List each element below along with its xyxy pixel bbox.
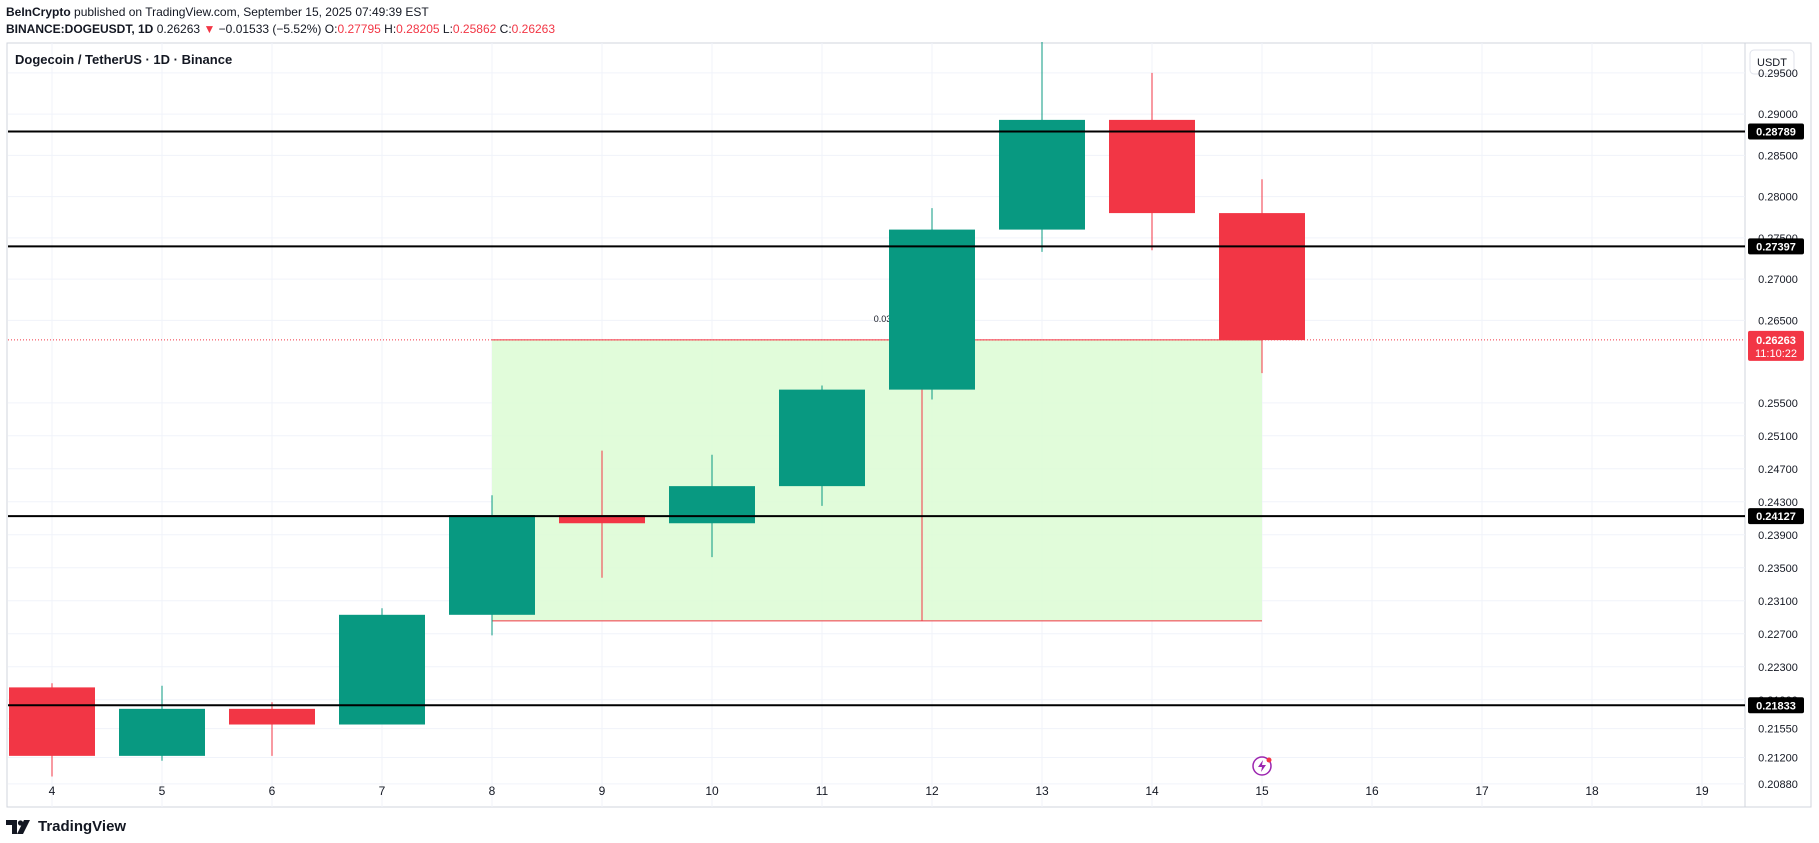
close-label: C: bbox=[499, 22, 512, 36]
x-tick-label: 12 bbox=[925, 784, 939, 798]
publish-info: BeInCrypto published on TradingView.com,… bbox=[6, 5, 429, 19]
publisher-name: BeInCrypto bbox=[6, 5, 71, 19]
level-price-label: 0.24127 bbox=[1756, 511, 1796, 523]
x-tick-label: 9 bbox=[599, 784, 606, 798]
currency-label: USDT bbox=[1757, 57, 1787, 69]
level-price-tag bbox=[1748, 238, 1804, 255]
y-tick-label: 0.26500 bbox=[1758, 315, 1798, 327]
price-chart[interactable]: Dogecoin / TetherUS · 1D · Binance USDT0.… bbox=[0, 42, 1819, 812]
y-tick-label: 0.21200 bbox=[1758, 753, 1798, 765]
y-tick-label: 0.28500 bbox=[1758, 150, 1798, 162]
x-tick-label: 10 bbox=[705, 784, 719, 798]
candle-body[interactable] bbox=[1219, 213, 1305, 341]
level-price-tag bbox=[1748, 697, 1804, 714]
last-price-text: 0.26263 bbox=[156, 22, 201, 36]
candle-body[interactable] bbox=[339, 614, 425, 725]
open-value: 0.27795 bbox=[337, 22, 381, 36]
low-label: L: bbox=[442, 22, 453, 36]
y-tick-label: 0.23100 bbox=[1758, 596, 1798, 608]
high-label: H: bbox=[384, 22, 397, 36]
y-tick-label: 0.29000 bbox=[1758, 109, 1798, 121]
lightning-badge bbox=[1266, 757, 1272, 763]
candle-body[interactable] bbox=[889, 229, 975, 390]
candle-body[interactable] bbox=[449, 514, 535, 615]
y-tick-label: 0.22300 bbox=[1758, 662, 1798, 674]
down-triangle-icon: ▼ bbox=[203, 22, 216, 36]
symbol-info: BINANCE:DOGEUSDT, 1D 0.26263 ▼ −0.01533 … bbox=[6, 22, 555, 36]
y-tick-label: 0.24700 bbox=[1758, 464, 1798, 476]
x-tick-label: 19 bbox=[1695, 784, 1709, 798]
currency-button[interactable] bbox=[1749, 49, 1795, 75]
last-price-tag bbox=[1748, 330, 1804, 361]
symbol-label: BINANCE:DOGEUSDT, 1D bbox=[6, 22, 154, 36]
x-tick-label: 17 bbox=[1475, 784, 1489, 798]
x-tick-label: 7 bbox=[379, 784, 386, 798]
x-tick-label: 15 bbox=[1255, 784, 1269, 798]
x-tick-label: 16 bbox=[1365, 784, 1379, 798]
y-tick-label: 0.29500 bbox=[1758, 68, 1798, 80]
level-price-label: 0.21833 bbox=[1756, 700, 1796, 712]
price-range-box[interactable] bbox=[492, 339, 1262, 621]
price-change-text: −0.01533 (−5.52%) bbox=[218, 22, 322, 36]
candle-body[interactable] bbox=[559, 514, 645, 524]
level-price-label: 0.28789 bbox=[1756, 127, 1796, 139]
close-value: 0.26263 bbox=[511, 22, 556, 36]
low-value: 0.25862 bbox=[452, 22, 497, 36]
published-text: published on TradingView.com, September … bbox=[74, 5, 429, 19]
candle-body[interactable] bbox=[1109, 119, 1195, 214]
level-price-tag bbox=[1748, 508, 1804, 525]
y-tick-label: 0.20880 bbox=[1758, 779, 1798, 791]
y-tick-label: 0.28000 bbox=[1758, 192, 1798, 204]
candle-body[interactable] bbox=[229, 708, 315, 725]
tradingview-logo: TradingView bbox=[6, 818, 126, 835]
last-price-label: 0.26263 bbox=[1756, 335, 1796, 347]
y-tick-label: 0.23500 bbox=[1758, 563, 1798, 575]
y-tick-label: 0.27000 bbox=[1758, 274, 1798, 286]
y-tick-label: 0.25500 bbox=[1758, 398, 1798, 410]
x-tick-label: 8 bbox=[489, 784, 496, 798]
y-tick-label: 0.24300 bbox=[1758, 497, 1798, 509]
candle-body[interactable] bbox=[999, 119, 1085, 230]
x-tick-label: 11 bbox=[816, 784, 829, 798]
x-tick-label: 5 bbox=[159, 784, 166, 798]
x-tick-label: 13 bbox=[1035, 784, 1049, 798]
y-tick-label: 0.25100 bbox=[1758, 431, 1798, 443]
candle-body[interactable] bbox=[119, 708, 205, 756]
y-tick-label: 0.22700 bbox=[1758, 629, 1798, 641]
x-tick-label: 14 bbox=[1145, 784, 1159, 798]
candle-body[interactable] bbox=[779, 389, 865, 487]
x-tick-label: 6 bbox=[269, 784, 276, 798]
chart-frame bbox=[6, 42, 1812, 808]
tradingview-logo-icon bbox=[6, 819, 30, 834]
candle-body[interactable] bbox=[9, 687, 95, 756]
x-tick-label: 4 bbox=[49, 784, 56, 798]
chart-title: Dogecoin / TetherUS · 1D · Binance bbox=[15, 52, 232, 67]
lightning-bolt bbox=[1258, 760, 1266, 772]
open-label: O: bbox=[324, 22, 338, 36]
level-price-tag bbox=[1748, 123, 1804, 140]
tradingview-brand: TradingView bbox=[38, 818, 127, 835]
y-tick-label: 0.21550 bbox=[1758, 724, 1798, 736]
high-value: 0.28205 bbox=[396, 22, 440, 36]
x-tick-label: 18 bbox=[1585, 784, 1599, 798]
level-price-label: 0.27397 bbox=[1756, 241, 1796, 253]
lightning-icon[interactable] bbox=[1252, 756, 1272, 776]
countdown-label: 11:10:22 bbox=[1755, 348, 1797, 360]
candle-body[interactable] bbox=[669, 486, 755, 524]
y-tick-label: 0.23900 bbox=[1758, 530, 1798, 542]
